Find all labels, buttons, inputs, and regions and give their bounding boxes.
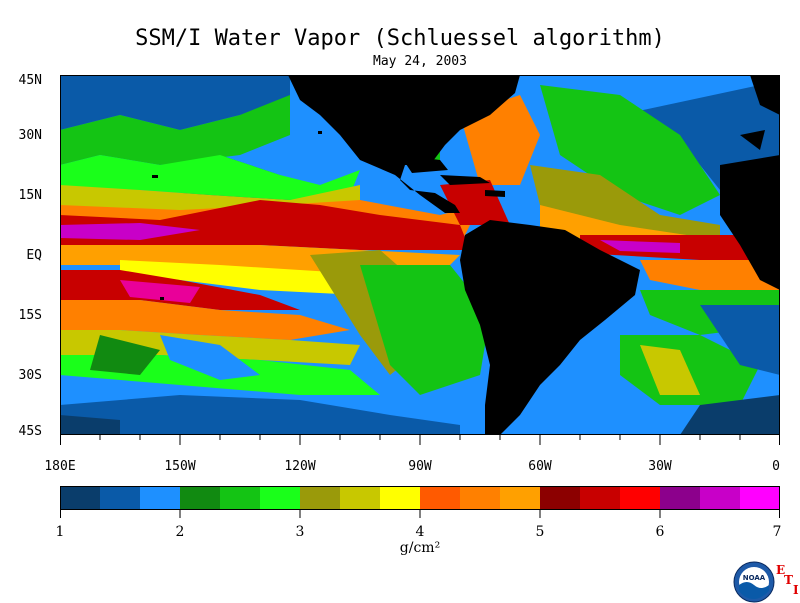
colorbar-tick-2: 2 <box>175 524 185 540</box>
north-america-land <box>288 75 520 213</box>
colorbar-swatch <box>660 486 701 510</box>
colorbar-tick-6: 6 <box>655 524 665 540</box>
water-vapor-map <box>60 75 780 435</box>
colorbar-swatch <box>300 486 341 510</box>
map-frame <box>60 75 780 435</box>
colorbar-swatch <box>180 486 221 510</box>
lon-label-120w: 120W <box>284 459 316 474</box>
colorbar-units: g/cm² <box>399 540 441 556</box>
colorbar-swatch <box>420 486 461 510</box>
lat-label-30s: 30S <box>18 368 42 383</box>
chart-title: SSM/I Water Vapor (Schluessel algorithm) <box>135 26 665 51</box>
colorbar-swatch <box>500 486 541 510</box>
lon-label-60w: 60W <box>528 459 552 474</box>
lat-label-30n: 30N <box>18 128 42 143</box>
lat-label-45s: 45S <box>18 424 42 439</box>
colorbar-tick-5: 5 <box>535 524 545 540</box>
noaa-logo-icon: NOAA <box>733 561 775 603</box>
colorbar-swatch <box>540 486 581 510</box>
colorbar-swatch <box>260 486 301 510</box>
lon-label-30w: 30W <box>648 459 672 474</box>
lon-label-0: 0 <box>772 459 780 474</box>
colorbar-swatch <box>140 486 181 510</box>
colorbar-tick-4: 4 <box>415 524 425 540</box>
lat-label-45n: 45N <box>18 73 42 88</box>
colorbar-tick-1: 1 <box>55 524 65 540</box>
lat-label-15n: 15N <box>18 188 42 203</box>
colorbar-swatch <box>380 486 421 510</box>
chart-date: May 24, 2003 <box>373 54 467 69</box>
lon-ticks <box>60 435 780 445</box>
colorbar-frame <box>60 486 780 510</box>
colorbar-swatch <box>340 486 381 510</box>
colorbar <box>60 486 780 510</box>
colorbar-swatch <box>580 486 621 510</box>
logo-letter-i: I <box>793 583 799 597</box>
colorbar-swatch <box>100 486 141 510</box>
colorbar-tick-3: 3 <box>295 524 305 540</box>
lat-label-eq: EQ <box>26 248 42 263</box>
south-america-land <box>460 220 640 435</box>
logo-letter-t: T <box>784 573 793 587</box>
colorbar-ticks <box>60 510 780 518</box>
colorbar-swatch <box>620 486 661 510</box>
logo-letter-e: E <box>776 563 786 577</box>
colorbar-swatch <box>60 486 101 510</box>
colorbar-tick-7: 7 <box>772 524 782 540</box>
colorbar-swatch <box>700 486 741 510</box>
colorbar-swatch <box>460 486 501 510</box>
africa-land <box>720 155 780 290</box>
noaa-logo-text: NOAA <box>743 574 766 582</box>
lon-label-90w: 90W <box>408 459 432 474</box>
lat-label-15s: 15S <box>18 308 42 323</box>
colorbar-swatch <box>740 486 780 510</box>
lon-label-180e: 180E <box>44 459 76 474</box>
colorbar-swatch <box>220 486 261 510</box>
lon-label-150w: 150W <box>164 459 196 474</box>
